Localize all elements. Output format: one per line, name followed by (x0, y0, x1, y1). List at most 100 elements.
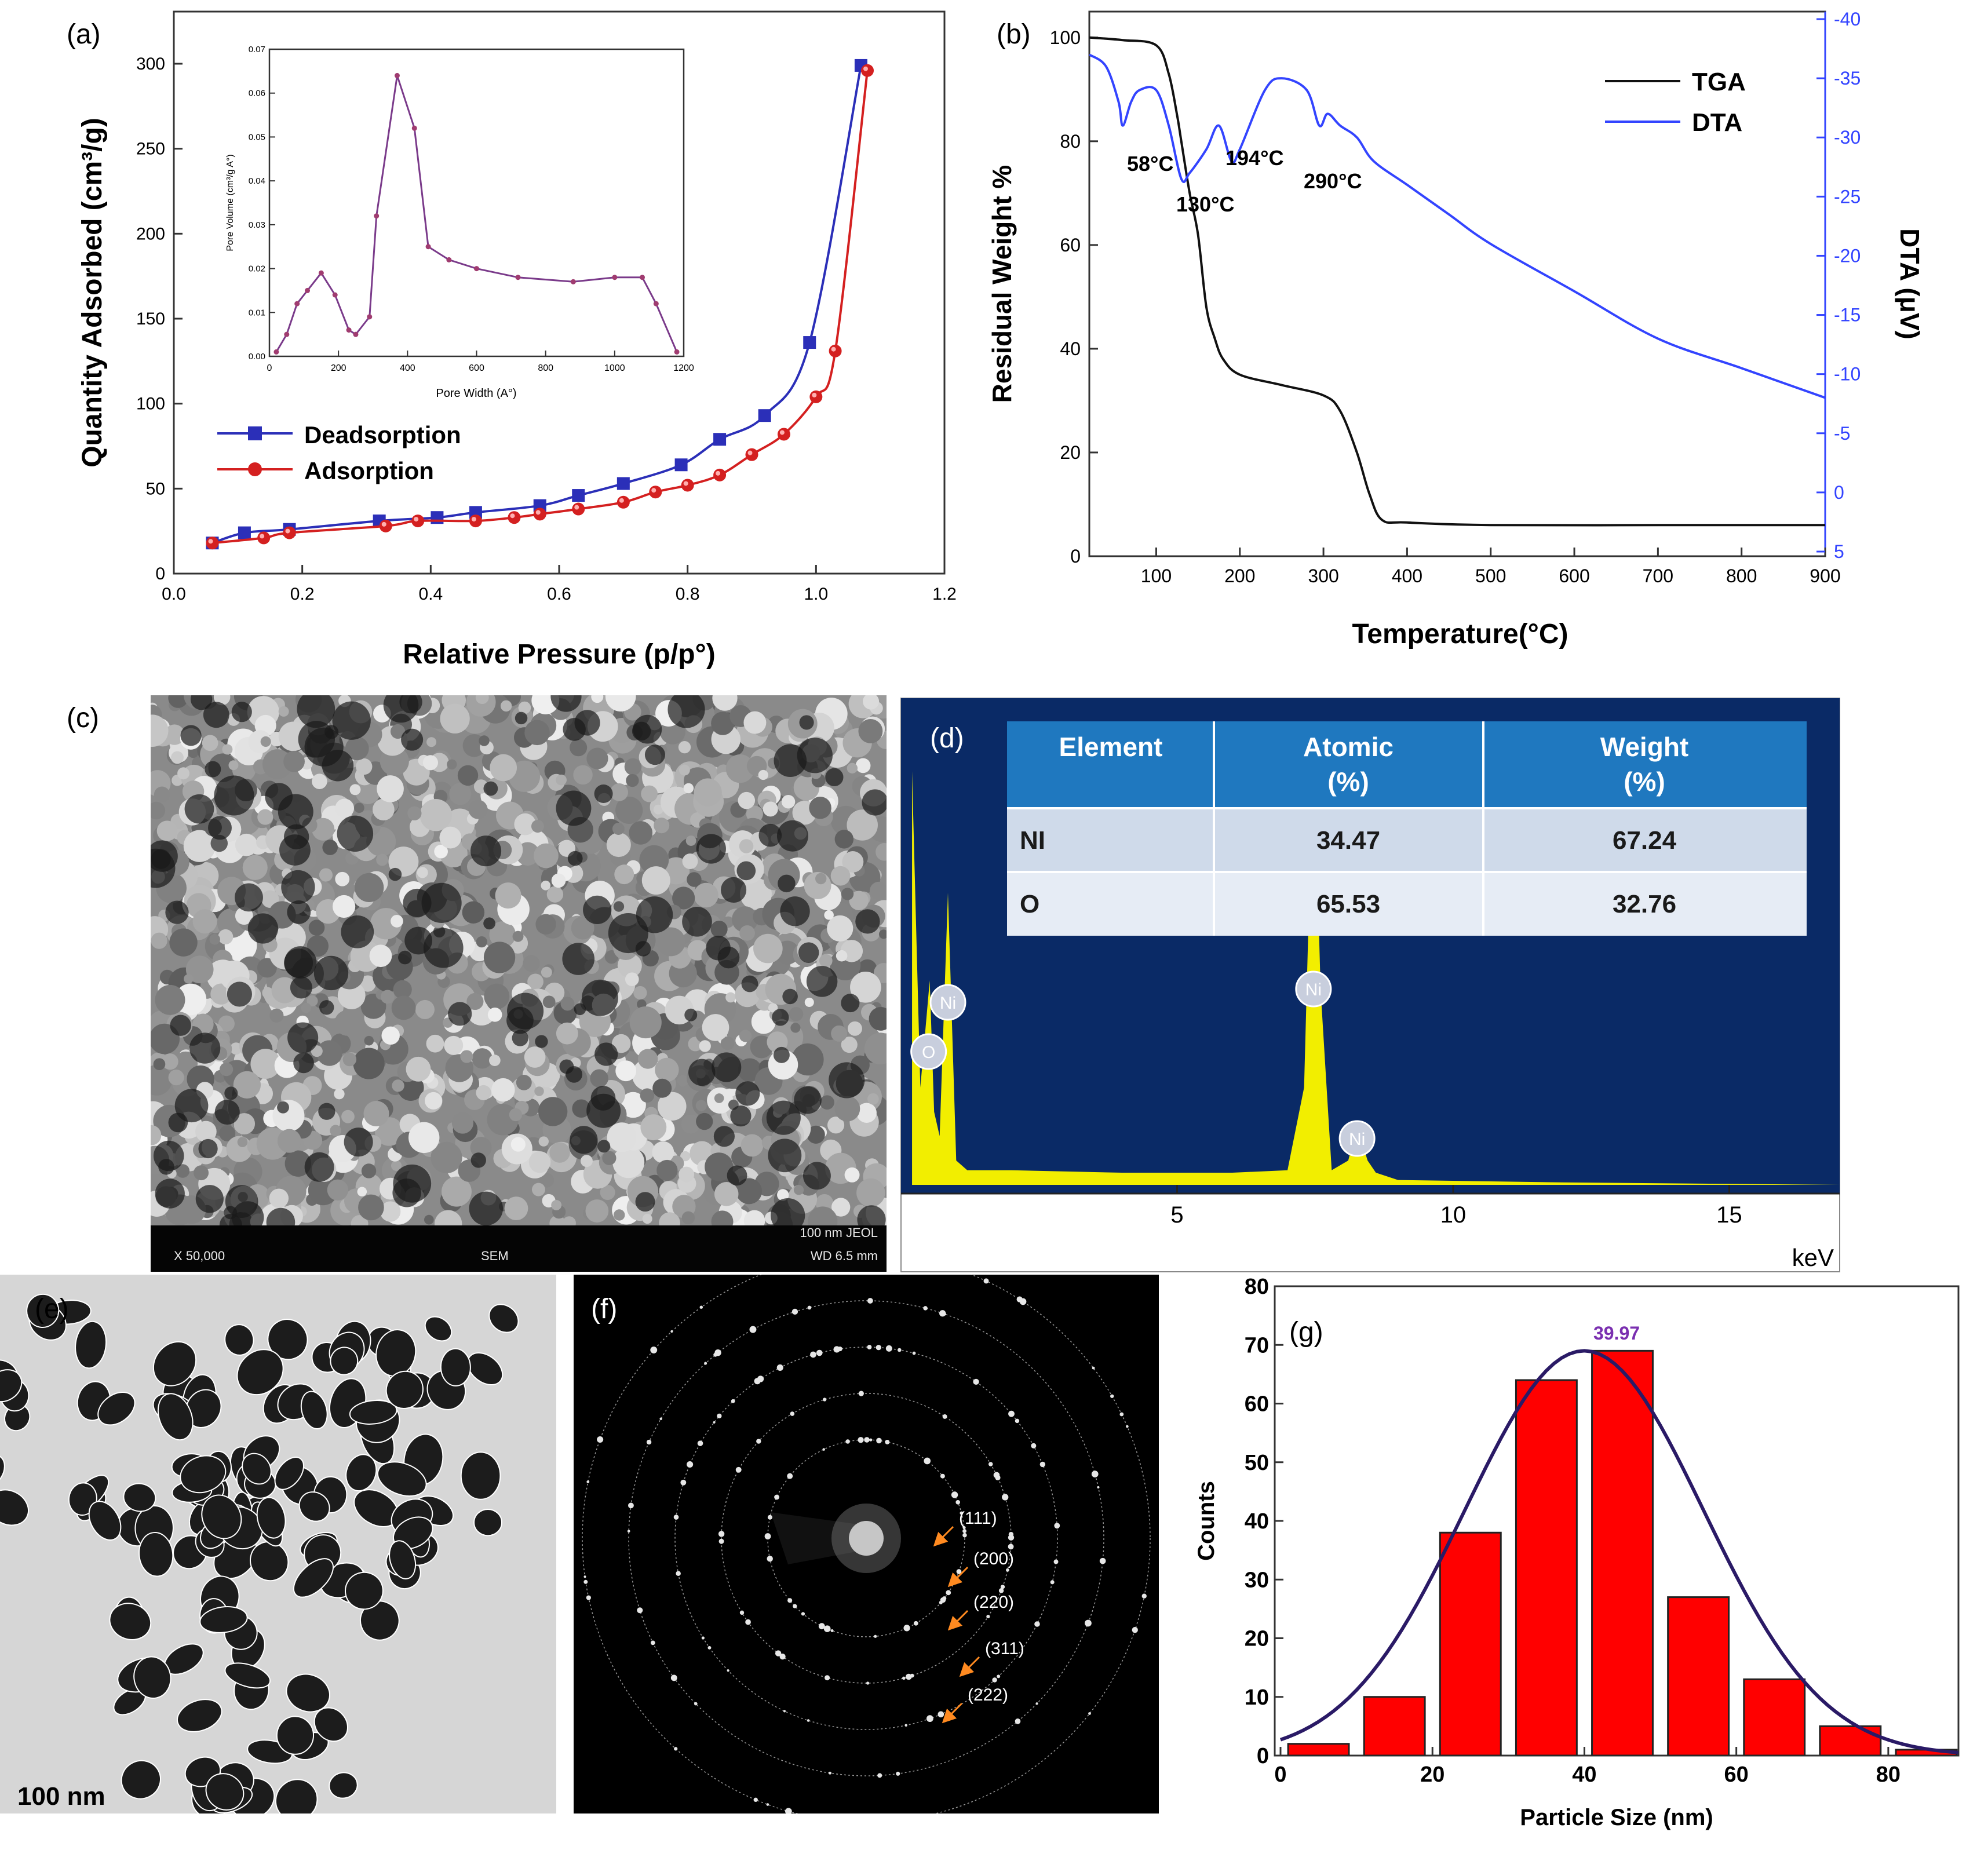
sem-grain (354, 802, 364, 813)
legend-tga-label: TGA (1692, 68, 1746, 96)
y-tick-label-b: 60 (1060, 235, 1081, 256)
data-point-highlight (812, 392, 817, 397)
saed-diffraction-spot (650, 1640, 655, 1645)
sem-grain (642, 1214, 652, 1224)
saed-diffraction-spot (680, 1479, 687, 1486)
sem-grain (177, 767, 189, 780)
sem-grain (652, 1141, 674, 1163)
inset-data-point (425, 244, 431, 250)
histogram-bar (1819, 1725, 1882, 1756)
sem-grain (739, 878, 772, 910)
inset-y-tick-label: 0.06 (249, 89, 265, 98)
eds-peak-label-ni: Ni (1349, 1130, 1365, 1149)
sem-grain (426, 737, 437, 747)
sem-grain (512, 931, 524, 942)
tem-particle (329, 1772, 358, 1799)
legend-deads-label: Deadsorption (304, 421, 461, 448)
sem-pore (195, 1185, 224, 1213)
sem-grain (369, 944, 392, 968)
tem-particle (375, 1329, 417, 1377)
right-y-tick-label-b: 5 (1834, 541, 1844, 562)
saed-diffraction-spot (983, 1278, 989, 1284)
panel-a-label: (a) (67, 19, 101, 50)
sem-pore (806, 966, 838, 997)
tem-particle (0, 1489, 29, 1526)
saed-diffraction-spot (942, 1414, 947, 1419)
panel-f-label: (f) (591, 1294, 617, 1324)
sem-grain (151, 714, 169, 747)
sem-grain (334, 1010, 360, 1036)
panel-g-label: (g) (1289, 1317, 1323, 1348)
saed-diffraction-spot (910, 1673, 914, 1678)
saed-diffraction-spot (1034, 1621, 1040, 1627)
sem-grain (714, 1093, 724, 1103)
sem-grain (830, 866, 851, 886)
sem-pore (550, 695, 582, 712)
sem-grain (185, 955, 214, 984)
sem-grain (183, 830, 216, 862)
sem-grain (856, 1178, 885, 1207)
series-group-b (1089, 36, 1825, 527)
sem-grain (424, 1214, 434, 1225)
sem-pore (780, 896, 810, 926)
right-y-tick-label-b: -10 (1834, 364, 1861, 385)
sem-grain (791, 1043, 824, 1076)
sem-pore (297, 695, 335, 728)
tem-particle (293, 1558, 334, 1598)
saed-diffraction-spot (828, 1771, 831, 1775)
saed-diffraction-spot (830, 1629, 834, 1632)
sem-grain (831, 1025, 848, 1042)
table-header-row (1007, 721, 1807, 808)
sem-grain (641, 866, 670, 895)
saed-diffraction-spot (942, 1596, 947, 1601)
sem-grain (509, 1108, 523, 1122)
tem-particle (133, 1656, 172, 1699)
sem-grain (611, 1034, 631, 1053)
sem-pore (470, 1152, 486, 1168)
sem-grain (834, 1096, 860, 1122)
sem-grain (858, 718, 883, 743)
data-point-adsorption (508, 511, 521, 524)
sem-grain (504, 1196, 528, 1221)
sem-grain (856, 1103, 877, 1123)
sem-grain (763, 801, 778, 817)
saed-diffraction-spot (583, 1575, 586, 1578)
sem-pore (768, 1139, 802, 1173)
inset-data-point (346, 327, 352, 333)
sem-grain (355, 873, 384, 903)
saed-diffraction-spot (858, 1437, 864, 1443)
tem-particle (488, 1304, 519, 1333)
inset-y-tick-label: 0.04 (249, 176, 265, 186)
saed-diffraction-spot (756, 1439, 761, 1444)
x-tick-label-g: 80 (1876, 1763, 1901, 1787)
data-point-adsorption (649, 486, 662, 499)
data-point-deadsorption (238, 526, 251, 539)
inset-y-tick-label: 0.05 (249, 132, 265, 142)
sem-grain (283, 750, 305, 772)
saed-diffraction-spot (801, 1612, 805, 1616)
histogram-bar (1743, 1678, 1806, 1756)
saed-diffraction-spot (973, 1378, 979, 1385)
sem-grain (219, 1063, 234, 1077)
histogram-bar (1515, 1379, 1578, 1756)
tem-particle (199, 1606, 248, 1633)
sem-pore (829, 1062, 865, 1099)
sem-grain (168, 695, 188, 708)
sem-pore (862, 789, 887, 816)
data-point-adsorption (206, 537, 219, 550)
sem-pore (423, 928, 464, 968)
annotation-290c: 290°C (1304, 169, 1362, 193)
saed-diffraction-spot (697, 1440, 703, 1446)
saed-diffraction-spot (876, 1345, 881, 1351)
sem-grain (229, 1042, 242, 1055)
saed-diffraction-spot (885, 1439, 890, 1444)
tem-particle (236, 1349, 284, 1396)
x-tick-label-b: 900 (1810, 565, 1840, 586)
saed-diffraction-spot (783, 1710, 786, 1713)
sem-grain (702, 1014, 729, 1041)
sem-pore (283, 824, 309, 850)
sem-grain (827, 915, 853, 942)
saed-diffraction-spot (988, 1462, 993, 1466)
sem-pore (608, 913, 648, 954)
tem-particle (68, 1482, 97, 1516)
